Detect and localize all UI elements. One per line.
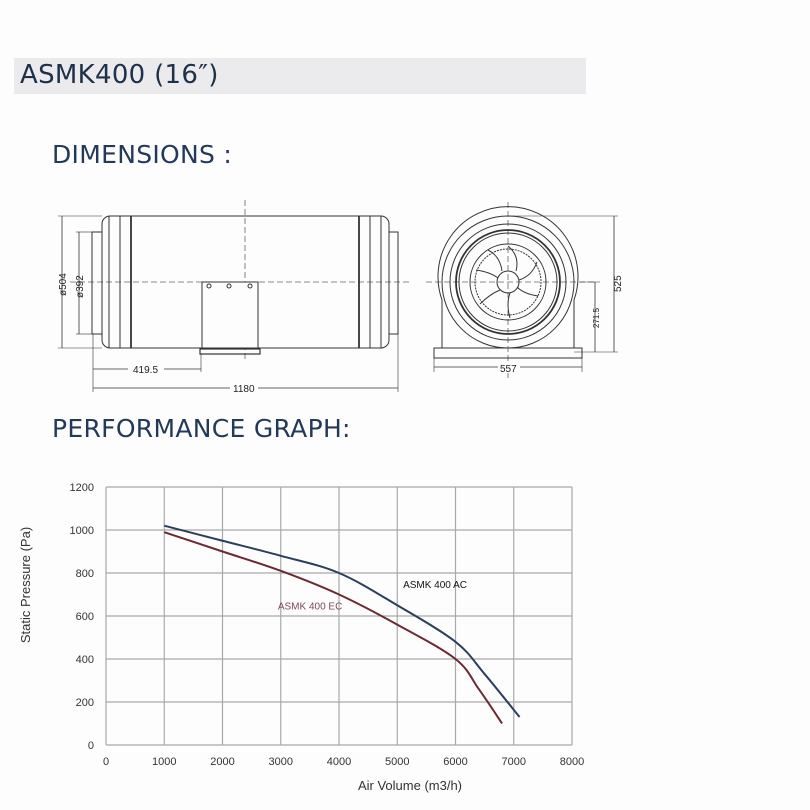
center-height-label: 271.5 [592,307,601,328]
y-tick-label: 800 [76,568,94,580]
x-tick-label: 1000 [152,756,176,768]
chart-grid [105,486,573,746]
x-tick-label: 2000 [210,756,234,768]
y-tick-label: 200 [76,697,94,709]
x-tick-label: 8000 [560,756,584,768]
dimension-drawings: 419.5 1180 ø504 ø392 [58,200,624,395]
bracket-offset-label: 419.5 [133,365,158,376]
front-width-label: 557 [500,364,517,375]
x-tick-label: 5000 [385,756,409,768]
x-tick-label: 0 [103,756,109,768]
y-tick-label: 1200 [70,482,94,494]
y-tick-label: 1000 [70,525,94,537]
series-annotation: ASMK 400 EC [278,602,342,613]
performance-heading: PERFORMANCE GRAPH: [52,414,351,443]
x-tick-label: 6000 [443,756,467,768]
front-height-label: 525 [613,275,624,292]
product-title: ASMK400 (16″) [20,60,219,90]
x-tick-label: 3000 [269,756,293,768]
y-axis-label: Static Pressure (Pa) [18,527,33,643]
product-title-bar: ASMK400 (16″) [14,58,586,94]
front-view-drawing [426,202,618,378]
outer-diameter-label: ø504 [58,273,69,296]
x-axis-label: Air Volume (m3/h) [358,778,462,793]
series-line [163,524,521,718]
chart-ticks: 0 1000 2000 3000 4000 5000 6000 7000 8000 0 200 400… [70,482,585,768]
chart-series [163,524,521,725]
x-tick-label: 7000 [502,756,526,768]
y-tick-label: 600 [76,611,94,623]
series-annotation: ASMK 400 AC [403,580,467,591]
series-line [163,531,503,725]
total-length-label: 1180 [233,384,255,395]
x-tick-label: 4000 [327,756,351,768]
y-tick-label: 0 [88,740,94,752]
dimensions-heading: DIMENSIONS : [52,140,233,169]
duct-diameter-label: ø392 [75,275,86,298]
y-tick-label: 400 [76,654,94,666]
chart-annotations: ASMK 400 AC ASMK 400 EC [278,580,467,613]
side-view-drawing [58,200,412,392]
